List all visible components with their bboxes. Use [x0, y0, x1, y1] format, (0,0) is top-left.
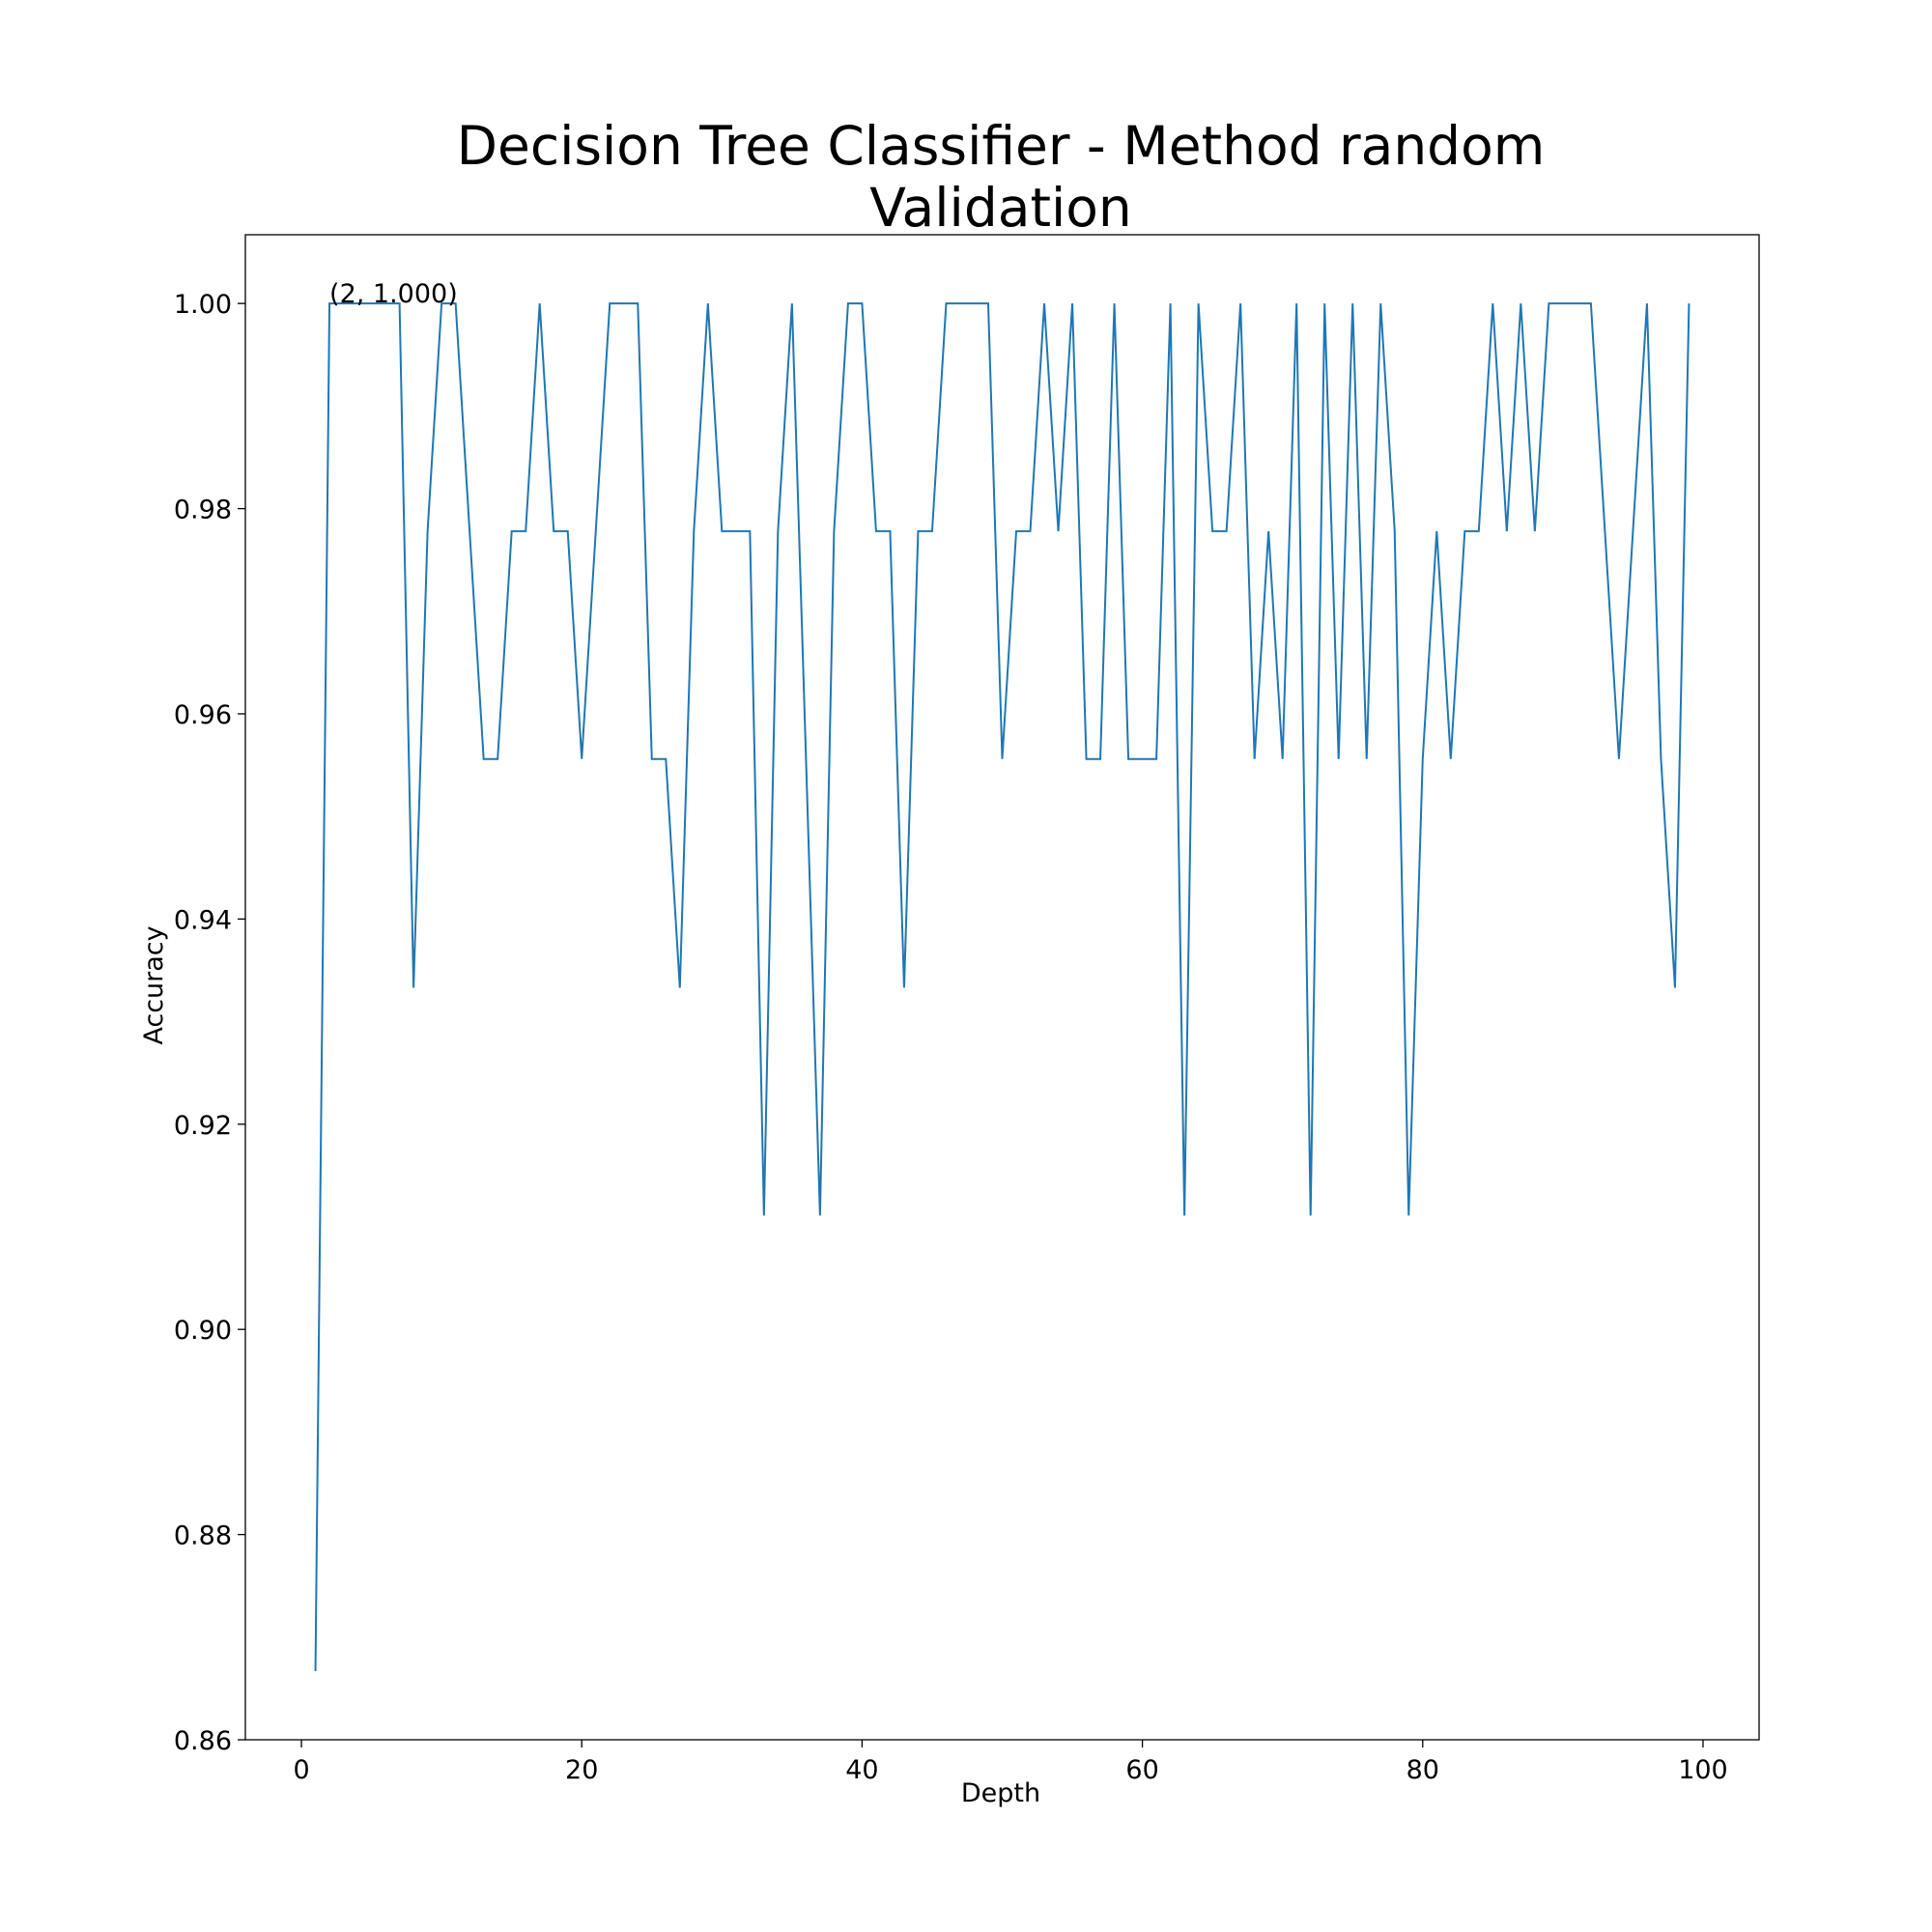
x-tick-label: 80	[1406, 1755, 1439, 1785]
y-axis: 0.86 0.88 0.90 0.92 0.94 0.96 0.98 1.00	[174, 290, 245, 1756]
x-axis: 0 20 40 60 80 100	[293, 1740, 1728, 1785]
y-axis-label: Accuracy	[139, 925, 169, 1044]
y-tick-label: 0.92	[174, 1111, 232, 1141]
plot-area-frame	[244, 234, 1760, 1741]
x-tick-label: 100	[1678, 1755, 1728, 1785]
x-tick-label: 60	[1125, 1755, 1158, 1785]
y-tick-label: 0.88	[174, 1521, 232, 1551]
x-tick-label: 20	[565, 1755, 598, 1785]
y-tick-label: 0.86	[174, 1726, 232, 1756]
y-tick-label: 0.94	[174, 905, 232, 935]
chart-title-line2: Validation	[869, 177, 1132, 239]
chart-title-line1: Decision Tree Classifier - Method random	[457, 115, 1546, 177]
x-tick-label: 40	[845, 1755, 878, 1785]
y-tick-label: 1.00	[174, 290, 232, 320]
max-point-annotation: (2, 1.000)	[329, 279, 458, 309]
series-line-accuracy	[314, 302, 1690, 1671]
y-tick-label: 0.90	[174, 1316, 232, 1346]
x-tick-label: 0	[293, 1755, 309, 1785]
y-tick-label: 0.96	[174, 700, 232, 730]
x-axis-label: Depth	[961, 1778, 1040, 1808]
y-tick-label: 0.98	[174, 496, 232, 526]
